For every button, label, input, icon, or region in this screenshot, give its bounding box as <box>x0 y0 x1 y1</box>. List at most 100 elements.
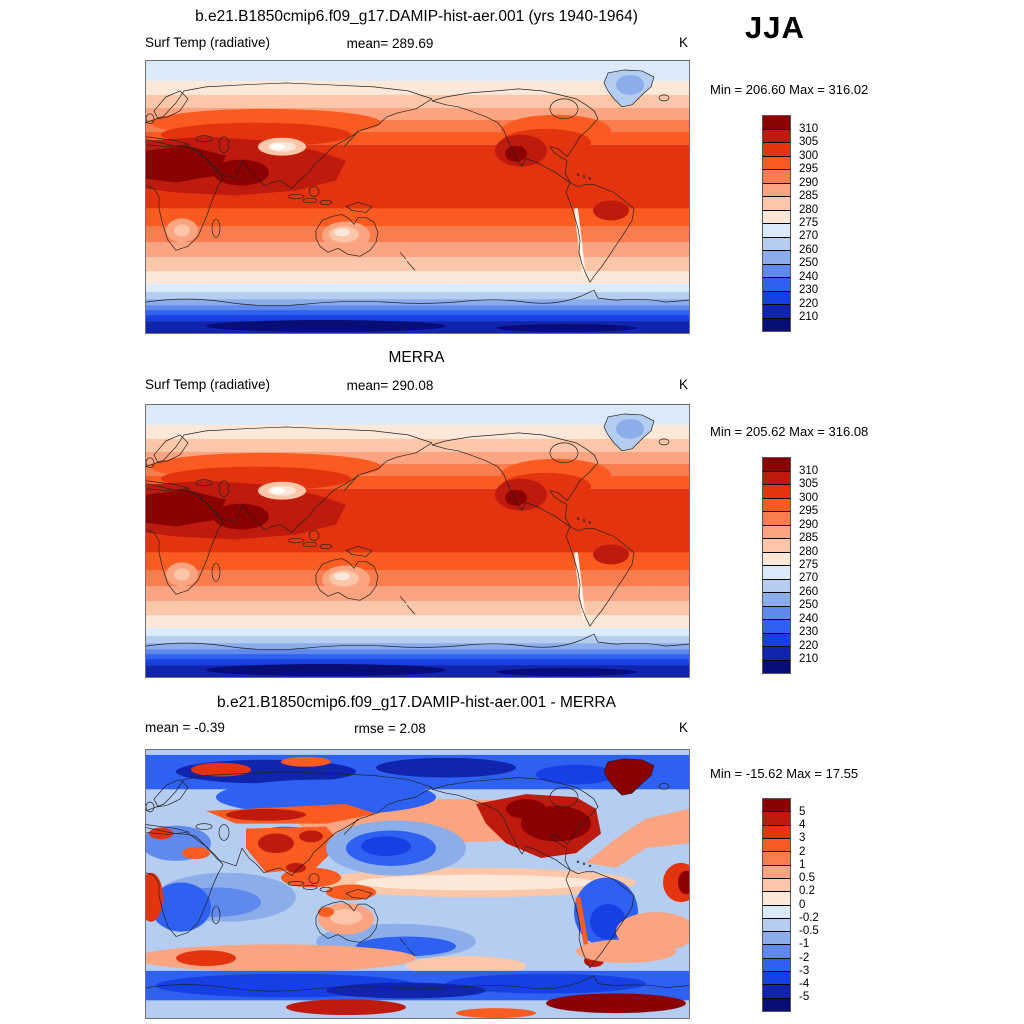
panel1-title: b.e21.B1850cmip6.f09_g17.DAMIP-hist-aer.… <box>195 8 638 25</box>
colorbar-tick-label: 305 <box>799 478 819 491</box>
colorbar-tick-label: 260 <box>799 243 819 256</box>
colorbar-segment <box>763 485 790 499</box>
panel3-colorbar-segments <box>763 799 790 1011</box>
panel3-title: b.e21.B1850cmip6.f09_g17.DAMIP-hist-aer.… <box>217 694 616 711</box>
colorbar-segment <box>763 579 790 593</box>
colorbar-segment <box>763 838 790 853</box>
colorbar-segment <box>763 291 790 305</box>
colorbar-segment <box>763 593 790 607</box>
panel2-minmax-label: Min = 205.62 Max = 316.08 <box>710 424 869 439</box>
colorbar-segment <box>763 812 790 826</box>
colorbar-segment <box>763 278 790 292</box>
colorbar-segment <box>763 224 790 238</box>
colorbar-tick-label: 0.5 <box>799 872 815 884</box>
colorbar-segment <box>763 512 790 526</box>
colorbar-tick-label: 310 <box>799 122 819 135</box>
colorbar-tick-label: 4 <box>799 819 806 831</box>
panel3-map <box>145 749 690 1019</box>
colorbar-segment <box>763 210 790 224</box>
colorbar-segment <box>763 318 790 331</box>
panel3-mean-value: mean = -0.39 <box>145 720 225 735</box>
colorbar-segment <box>763 264 790 278</box>
colorbar-tick-label: 230 <box>799 626 819 639</box>
colorbar-segment <box>763 799 790 813</box>
panel2-colorbar: 310 305 300 295 290 285 280 275 270 260 250 240 230 2… <box>762 457 818 674</box>
colorbar-tick-label: 240 <box>799 270 819 283</box>
colorbar-segment <box>763 945 790 959</box>
colorbar-segment <box>763 539 790 553</box>
colorbar-segment <box>763 878 790 893</box>
colorbar-tick-label: 270 <box>799 572 819 585</box>
panel3-unit-label: K <box>678 720 688 735</box>
colorbar-segment <box>763 237 790 251</box>
colorbar-segment <box>763 918 790 933</box>
panel2-field-label: Surf Temp (radiative) <box>145 377 271 392</box>
colorbar-tick-label: 0.2 <box>799 885 815 898</box>
colorbar-segment <box>763 620 790 634</box>
panel2-mean-value: mean= 290.08 <box>346 378 434 393</box>
colorbar-segment <box>763 852 790 866</box>
panel1-colorbar: 310 305 300 295 290 285 280 275 270 260 250 240 230 2… <box>762 115 818 332</box>
colorbar-tick-label: 275 <box>799 217 819 229</box>
colorbar-segment <box>763 972 790 986</box>
colorbar-tick-label: 0 <box>799 898 806 911</box>
colorbar-segment <box>763 552 790 566</box>
panel3-world-map-svg <box>146 750 689 1018</box>
colorbar-segment <box>763 985 790 999</box>
colorbar-segment <box>763 498 790 512</box>
colorbar-tick-label: 210 <box>799 311 819 324</box>
panel1-field-label: Surf Temp (radiative) <box>145 35 271 50</box>
panel3-minmax-label: Min = -15.62 Max = 17.55 <box>710 766 859 781</box>
colorbar-tick-label: 230 <box>799 284 819 297</box>
colorbar-tick-label: 220 <box>799 297 819 310</box>
colorbar-segment <box>763 660 790 673</box>
colorbar-segment <box>763 932 790 946</box>
colorbar-segment <box>763 606 790 620</box>
panel3-rmse-value: rmse = 2.08 <box>354 721 426 736</box>
panel1-colorbar-segments <box>763 116 790 331</box>
panel1-minmax-label: Min = 206.60 Max = 316.02 <box>710 82 869 97</box>
panel2-title: MERRA <box>388 349 445 366</box>
season-label: JJA <box>745 10 805 45</box>
colorbar-segment <box>763 183 790 197</box>
colorbar-tick-label: 290 <box>799 176 819 189</box>
colorbar-segment <box>763 825 790 839</box>
colorbar-segment <box>763 143 790 157</box>
panel2-colorbar-segments <box>763 458 790 673</box>
colorbar-segment <box>763 129 790 143</box>
colorbar-tick-label: 275 <box>799 559 819 571</box>
colorbar-tick-label: 305 <box>799 136 819 149</box>
colorbar-segment <box>763 305 790 319</box>
colorbar-tick-label: 2 <box>799 845 806 858</box>
colorbar-tick-label: 285 <box>799 190 819 203</box>
colorbar-tick-label: -4 <box>799 978 810 990</box>
colorbar-segment <box>763 471 790 485</box>
colorbar-tick-label: 280 <box>799 545 819 558</box>
colorbar-tick-label: 220 <box>799 639 819 652</box>
colorbar-segment <box>763 156 790 170</box>
panel1-world-map-svg <box>146 61 689 333</box>
colorbar-tick-label: 5 <box>799 805 806 818</box>
colorbar-segment <box>763 865 790 879</box>
colorbar-segment <box>763 197 790 211</box>
panel2-unit-label: K <box>678 377 688 392</box>
colorbar-tick-label: -3 <box>799 964 810 977</box>
panel1-unit-label: K <box>678 35 688 50</box>
colorbar-tick-label: 300 <box>799 149 819 162</box>
colorbar-tick-label: -2 <box>799 951 810 964</box>
colorbar-tick-label: 285 <box>799 532 819 545</box>
colorbar-segment <box>763 958 790 973</box>
colorbar-tick-label: 310 <box>799 464 819 477</box>
colorbar-segment <box>763 905 790 919</box>
colorbar-segment <box>763 633 790 647</box>
colorbar-tick-label: 210 <box>799 653 819 666</box>
colorbar-tick-label: 280 <box>799 203 819 216</box>
colorbar-segment <box>763 251 790 265</box>
colorbar-segment <box>763 647 790 661</box>
colorbar-tick-label: 3 <box>799 832 806 845</box>
colorbar-segment <box>763 525 790 539</box>
colorbar-tick-label: 250 <box>799 599 819 612</box>
colorbar-tick-label: 270 <box>799 230 819 243</box>
colorbar-segment <box>763 116 790 130</box>
